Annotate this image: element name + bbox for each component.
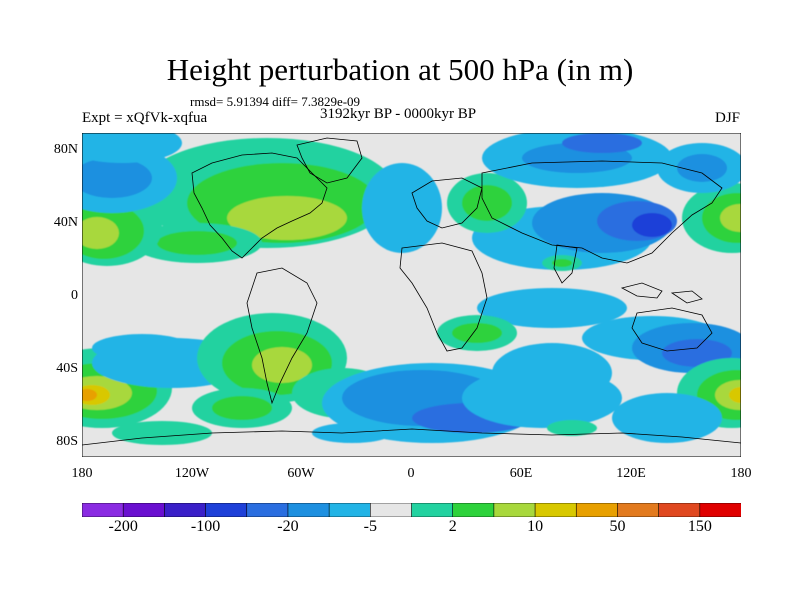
colorbar-label: -200 (108, 518, 138, 535)
lon-tick-120W: 120W (174, 466, 210, 481)
lon-tick-180w: 180 (71, 466, 93, 481)
lat-tick-0: 0 (71, 288, 78, 303)
colorbar-bin (370, 503, 413, 517)
map-title: Height perturbation at 500 hPa (in m) (166, 52, 634, 87)
colorbar-label: 10 (527, 518, 544, 535)
colorbar-bin (452, 503, 495, 517)
experiment-label: Expt = xQfVk-xqfua (82, 110, 208, 126)
colorbar-bin (534, 503, 578, 517)
colorbar (82, 503, 741, 517)
colorbar-bin (82, 503, 124, 517)
colorbar-label: -5 (363, 518, 377, 535)
colorbar-bin (575, 503, 619, 517)
colorbar-bin (246, 503, 289, 517)
colorbar-label: 2 (448, 518, 457, 535)
lat-tick-40S: 40S (56, 361, 78, 376)
colorbar-bin (205, 503, 248, 517)
stats-line: rmsd= 5.91394 diff= 7.3829e-09 (190, 94, 361, 109)
colorbar-bin (699, 503, 741, 517)
lat-tick-40N: 40N (53, 215, 78, 230)
colorbar-label: 150 (687, 518, 712, 535)
colorbar-bin (287, 503, 330, 517)
colorbar-bin (493, 503, 536, 517)
colorbar-bin (122, 503, 166, 517)
lat-tick-80N: 80N (53, 142, 78, 157)
lon-tick-120E: 120E (616, 466, 646, 481)
lon-tick-0: 0 (407, 466, 415, 481)
colorbar-bin (164, 503, 207, 517)
colorbar-bin (328, 503, 372, 517)
lon-tick-60W: 60W (287, 466, 315, 481)
colorbar-label: -100 (190, 518, 221, 535)
lat-tick-80S: 80S (56, 434, 78, 449)
contour-map (82, 133, 741, 457)
colorbar-label: 50 (609, 518, 626, 535)
coastlines (82, 137, 741, 446)
colorbar-label: -20 (277, 518, 299, 535)
colorbar-bin (411, 503, 454, 517)
lon-tick-180e: 180 (730, 466, 752, 481)
colorbar-bin (658, 503, 701, 517)
season-label: DJF (714, 110, 740, 126)
lon-tick-60E: 60E (509, 466, 533, 481)
colorbar-bin (617, 503, 660, 517)
period-label: 3192kyr BP - 0000kyr BP (320, 106, 477, 122)
